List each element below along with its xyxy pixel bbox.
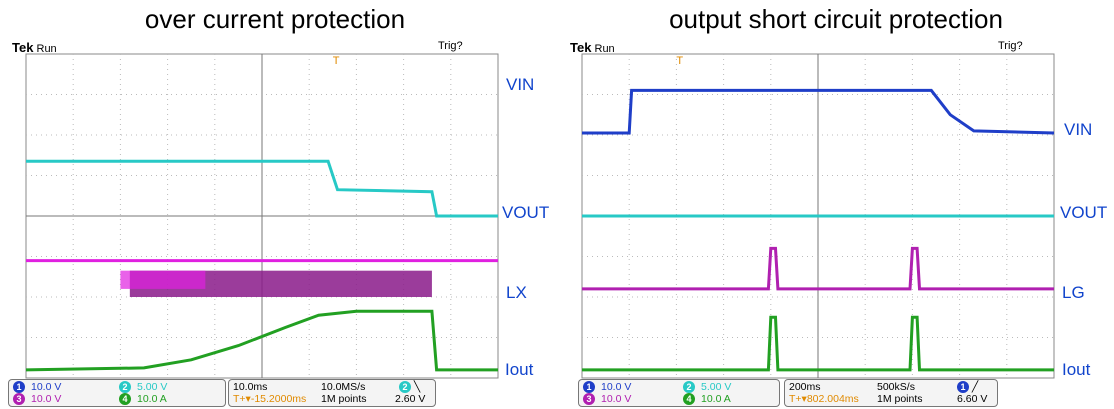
scope-panel-left: over current protection Tek Run Trig? T …: [0, 0, 550, 409]
trace-label-iout: Iout: [1062, 360, 1091, 379]
ch3-scale: 10.0 V: [601, 393, 632, 405]
trace-label-vin: VIN: [1064, 120, 1093, 139]
timebase: 10.0ms: [233, 381, 268, 393]
trigger-channel-badge: 1: [957, 381, 969, 393]
trigger-marker: T: [333, 55, 340, 67]
graticule-left: T: [25, 53, 499, 379]
ch2-badge: 2: [119, 381, 131, 393]
trigger-level: 2.60 V: [395, 393, 426, 405]
ch4-badge: 4: [119, 393, 131, 405]
trace-label-lx: LX: [506, 283, 527, 302]
trace-lg: [582, 246, 1054, 291]
ch4-scale: 10.0 A: [137, 393, 167, 405]
ch1-scale: 10.0 V: [601, 381, 632, 393]
sample-rate: 10.0MS/s: [321, 381, 366, 393]
chart-title: output short circuit protection: [669, 4, 1003, 34]
ch3-badge: 3: [583, 393, 595, 405]
trace-iout: [25, 309, 498, 372]
timebase-box: 200ms 500kS/s 1 ╱ T+▾802.004ms 1M points…: [784, 379, 998, 407]
trigger-channel-badge: 2: [399, 381, 411, 393]
ch1-scale: 10.0 V: [31, 381, 62, 393]
trace-vout: [26, 159, 498, 218]
ch3-scale: 10.0 V: [31, 393, 62, 405]
scope-brand: Tek Run: [570, 40, 615, 55]
ch3-badge: 3: [13, 393, 25, 405]
trigger-state: Trig?: [998, 40, 1023, 52]
ch2-scale: 5.00 V: [137, 381, 168, 393]
ch2-badge: 2: [683, 381, 695, 393]
run-state: Run: [594, 43, 615, 55]
trace-label-iout: Iout: [505, 360, 534, 379]
record-length: 1M points: [321, 393, 367, 405]
trace-label-lg: LG: [1062, 283, 1085, 302]
graticule-right: T: [581, 53, 1055, 379]
lx-switching-band-light: [120, 270, 206, 289]
timebase: 200ms: [789, 381, 821, 393]
rising-edge-icon: ╱: [971, 381, 979, 393]
run-state: Run: [36, 43, 57, 55]
trigger-position: T+▾802.004ms: [789, 393, 859, 405]
falling-edge-icon: ╲: [413, 381, 421, 393]
ch1-badge: 1: [13, 381, 25, 393]
scope-panel-right: output short circuit protection Tek Run …: [558, 0, 1114, 409]
channel-scale-box: 1 10.0 V 2 5.00 V 3 10.0 V 4 10.0 A: [578, 379, 780, 407]
ch1-badge: 1: [583, 381, 595, 393]
record-length: 1M points: [877, 393, 923, 405]
ch4-scale: 10.0 A: [701, 393, 731, 405]
ch2-scale: 5.00 V: [701, 381, 732, 393]
ch4-badge: 4: [683, 393, 695, 405]
trace-label-vin: VIN: [506, 75, 535, 94]
trace-label-vout: VOUT: [1060, 203, 1108, 222]
sample-rate: 500kS/s: [877, 381, 915, 393]
scope-brand: Tek Run: [12, 40, 57, 55]
chart-title: over current protection: [144, 4, 406, 34]
timebase-box: 10.0ms 10.0MS/s 2 ╲ T+▾-15.2000ms 1M poi…: [228, 379, 436, 407]
trigger-state: Trig?: [438, 40, 463, 52]
trace-iout: [582, 315, 1054, 372]
trigger-level: 6.60 V: [957, 393, 988, 405]
trigger-marker: T: [676, 55, 683, 67]
trace-label-vout: VOUT: [502, 203, 550, 222]
trace-vin: [582, 88, 1055, 135]
trigger-position: T+▾-15.2000ms: [233, 393, 307, 405]
channel-scale-box: 1 10.0 V 2 5.00 V 3 10.0 V 4 10.0 A: [8, 379, 226, 407]
